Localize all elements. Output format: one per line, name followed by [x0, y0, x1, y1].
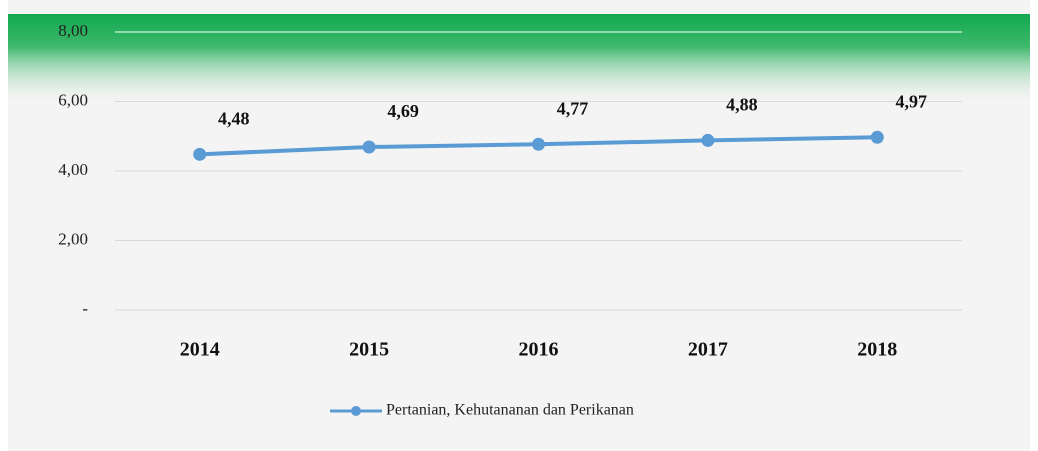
y-tick-label: 8,00 [58, 21, 88, 40]
data-point [701, 133, 715, 147]
header-band [8, 14, 1030, 106]
y-tick-label: 2,00 [58, 229, 88, 248]
x-tick-label: 2014 [180, 339, 220, 361]
legend-label: Pertanian, Kehutananan dan Perikanan [386, 402, 634, 419]
y-tick-label: 6,00 [58, 90, 88, 109]
legend-marker [351, 406, 361, 416]
data-label: 4,88 [726, 95, 758, 115]
y-tick-label: 4,00 [58, 160, 88, 179]
data-label: 4,48 [218, 108, 250, 128]
data-point [870, 130, 884, 144]
data-point [193, 147, 207, 161]
data-label: 4,97 [896, 91, 928, 111]
data-label: 4,77 [557, 98, 589, 118]
x-tick-label: 2016 [519, 339, 559, 361]
x-tick-label: 2017 [688, 339, 728, 361]
data-label: 4,69 [387, 101, 419, 121]
x-tick-label: 2015 [349, 339, 389, 361]
y-tick-label: - [82, 299, 88, 318]
data-point [362, 140, 376, 154]
data-point [532, 137, 545, 151]
x-tick-label: 2018 [857, 339, 897, 361]
